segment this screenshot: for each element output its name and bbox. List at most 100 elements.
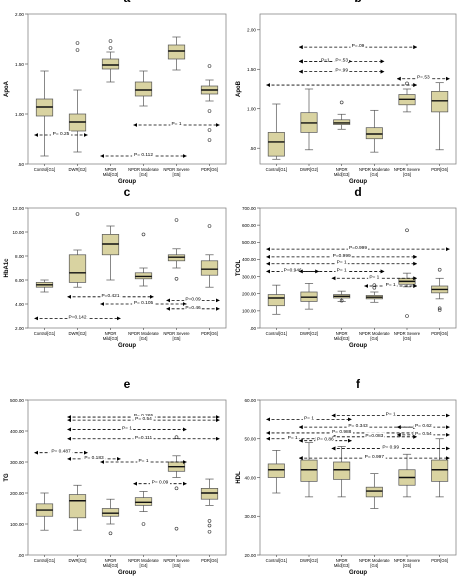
panel-letter: c bbox=[124, 185, 131, 199]
outlier-point bbox=[108, 531, 113, 536]
box-iqr bbox=[267, 294, 285, 307]
outlier-point bbox=[207, 519, 212, 523]
box-iqr bbox=[200, 488, 219, 500]
x-tick-label-line: NPDR Severe bbox=[394, 558, 421, 563]
comparison-label-bg bbox=[100, 292, 121, 298]
x-tick-label: NPDR Severe [G5] bbox=[163, 167, 190, 177]
y-tick-label: 2.00 bbox=[247, 28, 256, 33]
x-tick-label-line: Mild[G3] bbox=[334, 563, 350, 568]
comparison-label-bg bbox=[334, 67, 350, 73]
box-6 bbox=[431, 267, 449, 312]
x-tick-label: Control[G1] bbox=[266, 167, 287, 172]
comparison-label-bg bbox=[67, 314, 88, 320]
x-tick-label: NPDR Severe [G5] bbox=[394, 331, 421, 341]
box-iqr bbox=[267, 463, 285, 478]
comparison-label: P=0.083 bbox=[365, 433, 383, 439]
comparison-label: P=.53 bbox=[417, 75, 430, 81]
comparison-label-bg bbox=[384, 411, 397, 417]
box-2 bbox=[68, 212, 87, 288]
x-tick-label-line: NPDR Severe bbox=[163, 558, 190, 563]
x-tick-label-line: [G5] bbox=[173, 336, 181, 341]
comparison-label: P= 0.183 bbox=[84, 455, 104, 461]
comparison-label-bg bbox=[133, 415, 154, 422]
x-tick-label-line: NPDR bbox=[336, 331, 348, 336]
y-axis-label: HbA1c bbox=[4, 258, 10, 278]
comparison-label: P= 0.54 bbox=[415, 431, 432, 437]
comparison-label: P= 1 bbox=[171, 121, 181, 127]
outlier-point bbox=[437, 267, 442, 272]
panel-letter: f bbox=[356, 377, 361, 391]
x-axis-label: Group bbox=[118, 179, 136, 185]
box-3 bbox=[101, 225, 120, 281]
panel-letter: a bbox=[124, 0, 131, 5]
comparison-label-bg bbox=[415, 74, 431, 80]
x-tick-label-line: NPDR Moderate bbox=[128, 167, 159, 172]
comparison-label: P= 0.99 bbox=[382, 444, 399, 450]
box-2 bbox=[300, 283, 318, 310]
x-tick-label-line: [G5] bbox=[403, 172, 411, 177]
box-5 bbox=[167, 36, 186, 71]
x-tick-label-line: Mild[G3] bbox=[103, 336, 119, 341]
comparison-label-bg bbox=[335, 267, 348, 273]
panel-e: e .00 100.00 200.00 300.00 400.00 500.00 TG Cont… bbox=[4, 377, 227, 576]
comparison-label-bg bbox=[362, 453, 386, 460]
comparison-label-bg bbox=[346, 422, 370, 429]
outlier-point bbox=[207, 64, 212, 68]
y-tick-label: 300.00 bbox=[242, 274, 256, 279]
x-tick-label-line: Mild[G3] bbox=[334, 336, 350, 341]
comparison-label-bg bbox=[413, 430, 434, 436]
y-tick-label: .00 bbox=[18, 553, 25, 558]
y-tick-label: 2.00 bbox=[15, 326, 24, 331]
x-tick-label: NPDR Severe [G5] bbox=[394, 558, 421, 568]
comparison-label: P= 0.105 bbox=[134, 300, 154, 306]
comparison-label: P=0.09 bbox=[185, 296, 201, 302]
x-tick-label: Control[G1] bbox=[266, 558, 287, 563]
x-tick-label-line: [G4] bbox=[370, 563, 378, 568]
x-tick-label: Control[G1] bbox=[34, 558, 55, 563]
panel-d: d .00 100.00 200.00 300.00 400.00 500.00 600.00… bbox=[236, 185, 457, 349]
y-tick-label: 1.00 bbox=[247, 107, 256, 112]
x-tick-label: DWR[G2] bbox=[69, 167, 87, 172]
x-tick-label-line: [G4] bbox=[140, 172, 148, 177]
y-tick-label: 8.00 bbox=[15, 254, 24, 259]
y-tick-label: 40.00 bbox=[245, 475, 257, 480]
y-tick-label: 6.00 bbox=[15, 278, 24, 283]
comparison-label-bg bbox=[133, 434, 154, 440]
comparison-label-bg bbox=[380, 444, 401, 450]
outlier-point bbox=[108, 46, 113, 50]
y-tick-label: 60.00 bbox=[245, 398, 257, 403]
box-3 bbox=[333, 100, 351, 130]
panel-letter: d bbox=[354, 185, 361, 199]
box-iqr bbox=[267, 132, 285, 157]
comparison-label-bg bbox=[330, 428, 354, 434]
outlier-point bbox=[405, 314, 409, 318]
outlier-point bbox=[141, 522, 146, 526]
outlier-point bbox=[437, 308, 442, 312]
comparison-label-bg bbox=[82, 454, 106, 460]
box-iqr bbox=[68, 254, 87, 283]
x-tick-label: NPDR Mild[G3] bbox=[103, 167, 119, 177]
x-tick-label-line: Mild[G3] bbox=[334, 172, 350, 177]
comparison-label: P=0.999 bbox=[333, 253, 351, 259]
x-tick-label: PDR[G6] bbox=[431, 167, 448, 172]
comparison-label: P=0.111 bbox=[135, 435, 153, 441]
outlier-point bbox=[174, 526, 179, 531]
x-tick-label-line: NPDR bbox=[105, 167, 117, 172]
outlier-point bbox=[75, 48, 80, 52]
box-iqr bbox=[333, 119, 351, 125]
x-axis-label: Group bbox=[118, 343, 136, 349]
comparison-label: P= 0.54 bbox=[135, 416, 152, 422]
comparison-label: P= 0.997 bbox=[365, 454, 385, 460]
x-tick-label-line: NPDR bbox=[336, 558, 348, 563]
comparison-label: P= 1 bbox=[122, 425, 132, 431]
outlier-point bbox=[207, 109, 212, 113]
box-2 bbox=[68, 484, 87, 531]
x-tick-label-line: [G4] bbox=[140, 563, 148, 568]
x-tick-label: NPDR Moderate [G4] bbox=[128, 167, 159, 177]
box-1 bbox=[267, 450, 285, 494]
x-tick-label: NPDR Severe [G5] bbox=[394, 167, 421, 177]
comparison-label-bg bbox=[331, 252, 352, 258]
box-iqr bbox=[68, 494, 87, 519]
box-1 bbox=[35, 279, 54, 293]
comparison-label-bg bbox=[364, 432, 385, 438]
